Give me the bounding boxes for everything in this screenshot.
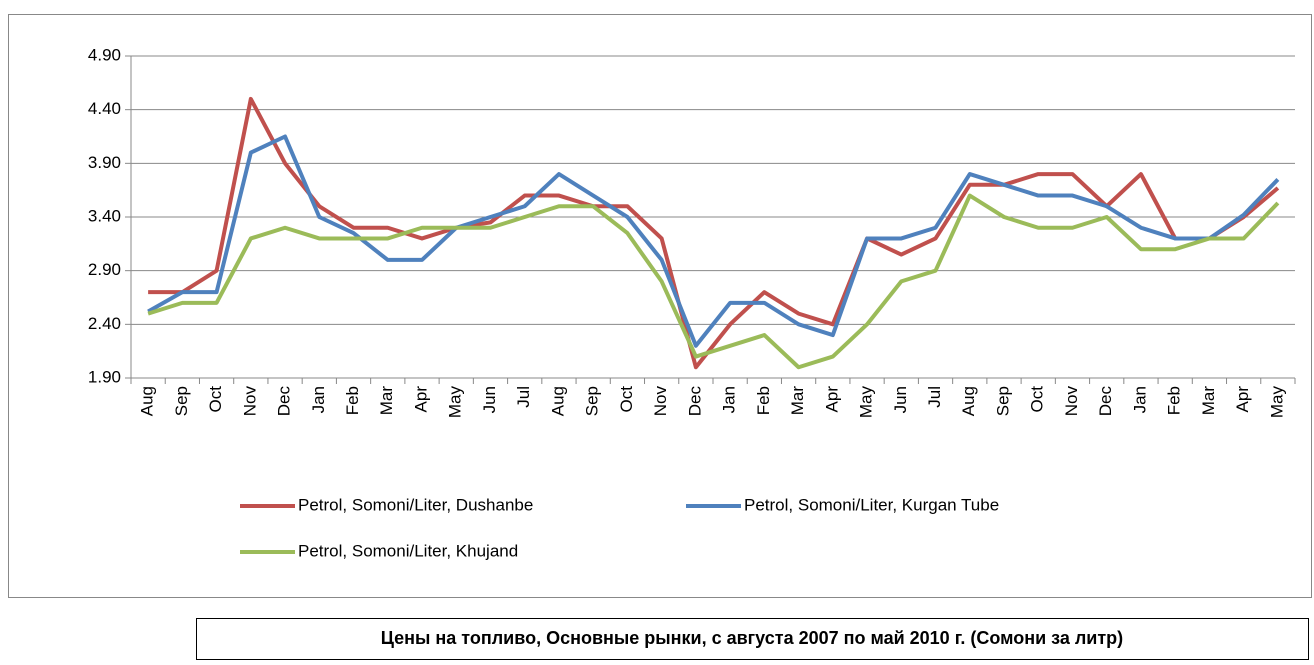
x-tick-label: Jul [925,386,944,408]
x-tick-label: Feb [343,386,362,415]
chart-border [8,14,1312,598]
x-tick-label: Nov [240,386,259,417]
x-tick-label: May [1267,386,1286,419]
legend-label: Petrol, Somoni/Liter, Kurgan Tube [744,495,999,514]
legend-label: Petrol, Somoni/Liter, Khujand [298,541,518,560]
series-line [147,193,1280,370]
y-tick-label: 1.90 [88,367,121,386]
x-tick-label: Oct [617,386,636,413]
x-tick-label: Dec [275,386,294,417]
series-line [148,96,1280,370]
y-tick-label: 3.90 [88,153,121,172]
x-tick-label: Oct [1028,386,1047,413]
x-tick-label: Mar [788,386,807,416]
x-tick-label: Feb [1165,386,1184,415]
x-tick-label: Jan [720,386,739,413]
x-tick-label: May [857,386,876,419]
x-tick-label: Dec [685,386,704,417]
x-tick-label: Apr [411,386,430,413]
legend-label: Petrol, Somoni/Liter, Dushanbe [298,495,533,514]
title-box [196,618,1309,660]
y-tick-label: 4.40 [88,99,121,118]
x-tick-label: Jan [1130,386,1149,413]
x-tick-label: Apr [822,386,841,413]
y-tick-label: 3.40 [88,206,121,225]
x-tick-label: Jan [309,386,328,413]
x-tick-label: Dec [1096,386,1115,417]
x-tick-label: Sep [583,386,602,416]
x-tick-label: Aug [959,386,978,416]
x-tick-label: Apr [1233,386,1252,413]
x-tick-label: Jul [514,386,533,408]
x-tick-label: Nov [1062,386,1081,417]
x-tick-label: Mar [1199,386,1218,416]
x-tick-label: Sep [172,386,191,416]
x-tick-label: Sep [993,386,1012,416]
y-tick-label: 2.90 [88,260,121,279]
y-tick-label: 4.90 [88,45,121,64]
x-tick-label: Jun [891,386,910,413]
x-tick-label: May [446,386,465,419]
x-tick-label: Feb [754,386,773,415]
chart-title: Цены на топливо, Основные рынки, с авгус… [381,628,1123,648]
x-tick-label: Aug [548,386,567,416]
x-tick-label: Nov [651,386,670,417]
x-tick-label: Mar [377,386,396,416]
x-tick-label: Aug [138,386,157,416]
x-tick-label: Jun [480,386,499,413]
x-tick-label: Oct [206,386,225,413]
y-tick-label: 2.40 [88,314,121,333]
series-line [147,134,1280,348]
